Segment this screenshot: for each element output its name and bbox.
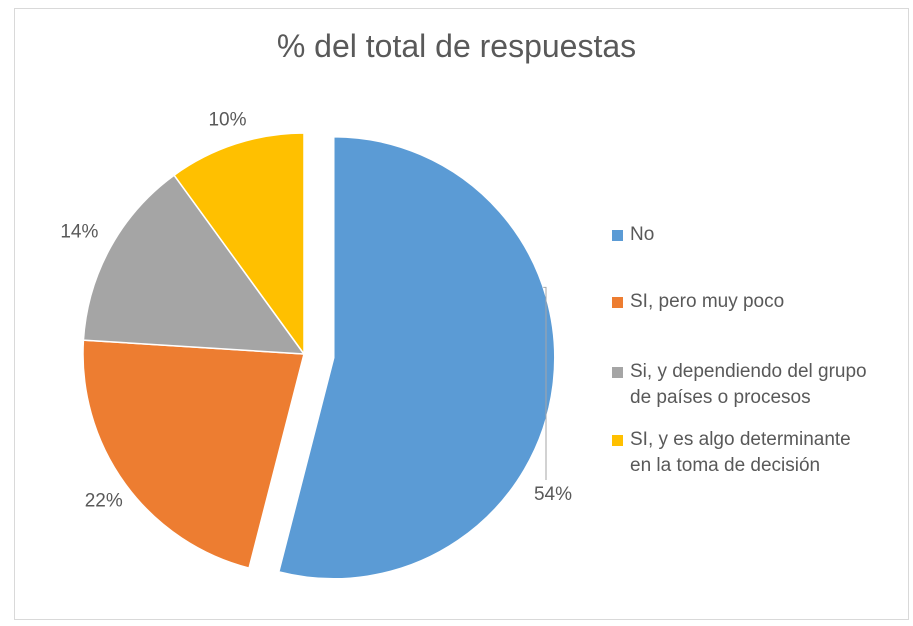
legend-label: No <box>630 224 655 245</box>
data-label-si-determinante: 10% <box>208 110 246 131</box>
legend-swatch <box>612 297 623 308</box>
legend-swatch <box>612 230 623 241</box>
slice-si-pero-muy-poco <box>82 339 305 569</box>
data-label-no: 54% <box>534 484 572 505</box>
data-label-si-pero-muy-poco: 22% <box>85 490 123 511</box>
leader-line <box>543 286 547 480</box>
slice-si-determinante <box>173 132 305 357</box>
legend-label: Si, y dependiendo del grupo de países o … <box>630 361 867 408</box>
legend-swatch <box>612 435 623 446</box>
legend-item-si-dependiendo: Si, y dependiendo del grupo de países o … <box>612 359 867 411</box>
chart-title: % del total de respuestas <box>276 28 637 64</box>
legend-label: SI, pero muy poco <box>630 291 785 312</box>
legend-item-si-determinante: SI, y es algo determinante en la toma de… <box>612 427 851 479</box>
data-label-si-dependiendo: 14% <box>60 221 98 242</box>
legend-item-no: No <box>612 222 654 248</box>
legend-label: SI, y es algo determinante en la toma de… <box>630 429 851 476</box>
legend-item-si-poco: SI, pero muy poco <box>612 289 784 315</box>
slice-no <box>277 136 556 580</box>
slice-si-dependiendo <box>82 174 306 355</box>
legend-swatch <box>612 367 623 378</box>
